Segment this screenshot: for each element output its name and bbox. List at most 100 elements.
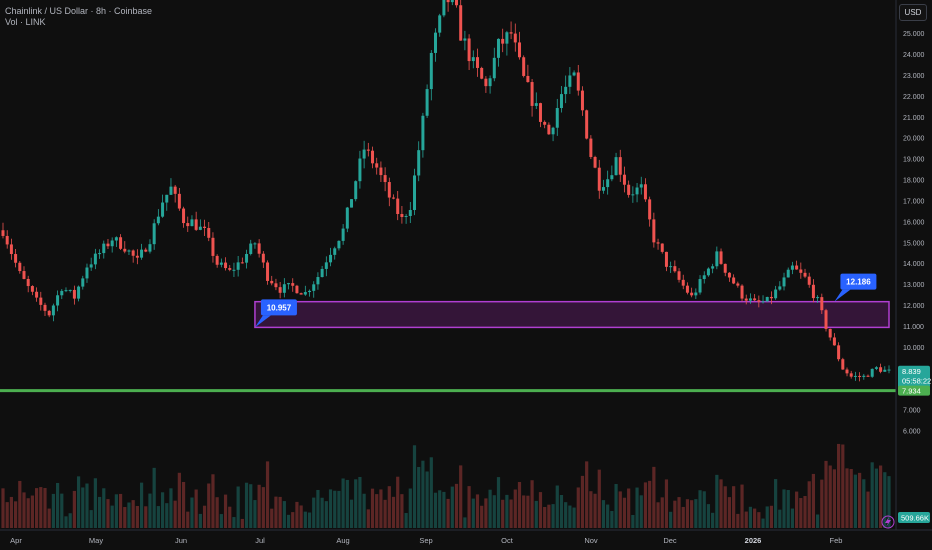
candle-body: [837, 345, 841, 360]
volume-bar: [375, 494, 379, 528]
candle-body: [1, 230, 5, 236]
callout-pointer: [254, 315, 271, 328]
volume-bar: [719, 479, 723, 528]
candle-body: [664, 251, 668, 267]
candle-body: [387, 182, 391, 198]
candle-body: [266, 262, 270, 281]
volume-bar: [534, 500, 538, 528]
candle-body: [392, 197, 396, 199]
candle-body: [72, 289, 76, 299]
candle-body: [303, 292, 307, 295]
candle-body: [425, 89, 429, 116]
candle-body: [782, 277, 786, 287]
price-axis[interactable]: 29.00028.00027.00026.00025.00024.00023.0…: [903, 0, 925, 436]
candle-body: [471, 57, 475, 62]
volume-bar: [261, 487, 265, 528]
volume-bar: [870, 462, 874, 528]
candle-body: [736, 283, 740, 286]
volume-bar: [144, 506, 148, 528]
volume-bar: [370, 488, 375, 528]
volume-bar: [723, 486, 727, 528]
candle-body: [832, 337, 836, 346]
volume-bar: [702, 491, 706, 528]
volume-bar: [576, 487, 580, 528]
candle-body: [228, 268, 232, 270]
candle-body: [182, 208, 186, 224]
candle-body: [656, 242, 660, 244]
candle-body: [706, 268, 710, 276]
candle-body: [165, 194, 169, 203]
volume-bar: [488, 489, 492, 528]
candle-body: [186, 223, 190, 227]
candle-body: [828, 328, 832, 338]
candle-body: [366, 149, 370, 151]
volume-bar: [190, 497, 194, 528]
supply-demand-zone[interactable]: [254, 300, 890, 329]
volume-bar: [211, 474, 215, 528]
candle-body: [211, 237, 215, 256]
volume-bar: [244, 482, 249, 528]
volume-bar: [681, 506, 685, 528]
volume-bar: [887, 476, 891, 528]
lightning-icon[interactable]: [881, 515, 895, 529]
volume-bar: [202, 505, 207, 528]
candle-body: [383, 175, 387, 183]
volume-bar: [639, 495, 643, 528]
price-tick-label: 6.000: [903, 429, 921, 436]
candle-body: [866, 375, 870, 377]
candle-body: [685, 285, 689, 293]
chart-legend[interactable]: Chainlink / US Dollar · 8h · Coinbase Vo…: [5, 6, 152, 28]
volume-bar: [631, 514, 635, 528]
candle-body: [614, 157, 618, 176]
volume-bar: [425, 471, 429, 528]
volume-bar: [459, 465, 463, 528]
candle-body: [379, 167, 383, 176]
volume-bar: [18, 480, 22, 528]
candle-body: [660, 243, 664, 252]
volume-bar: [845, 468, 849, 528]
candle-body: [207, 227, 211, 238]
candle-body: [475, 57, 479, 68]
candle-body: [320, 268, 324, 278]
candle-body: [618, 157, 622, 175]
candle-body: [757, 300, 761, 302]
candle-body: [68, 289, 72, 291]
time-tick-label: Sep: [419, 536, 432, 545]
time-axis[interactable]: Apr May Jun Jul Aug Sep Oct Nov Dec 2026 Feb: [10, 536, 842, 545]
last-price-badge: [898, 365, 930, 388]
volume-bar: [572, 507, 576, 528]
candle-body: [610, 175, 614, 180]
candle-body: [744, 298, 748, 301]
volume-bar: [732, 486, 736, 528]
volume-bar: [555, 485, 559, 528]
candle-body: [786, 269, 790, 278]
currency-button[interactable]: USD: [899, 4, 927, 21]
volume-bar: [690, 500, 694, 528]
volume-bar: [790, 508, 795, 528]
volume-bar: [286, 514, 291, 528]
callout-pointer: [834, 289, 851, 302]
volume-bar: [786, 490, 790, 528]
candle-body: [643, 184, 647, 200]
symbol-title[interactable]: Chainlink / US Dollar · 8h · Coinbase: [5, 6, 153, 16]
candle-body: [224, 262, 228, 269]
volume-bar: [9, 496, 13, 528]
candle-body: [35, 291, 39, 298]
candle-body: [329, 254, 333, 263]
candle-body: [446, 0, 450, 3]
volume-badge: [898, 512, 930, 523]
volume-bar: [543, 507, 547, 528]
candle-body: [727, 272, 731, 278]
price-tick-label: 10.000: [903, 345, 925, 352]
volume-bar: [610, 511, 614, 528]
candle-body: [337, 240, 341, 249]
candle-body: [375, 163, 379, 168]
candle-body: [673, 266, 677, 272]
volume-bar: [270, 508, 274, 528]
support-price-label: 7.934: [902, 387, 921, 396]
candle-body: [282, 284, 286, 293]
candle-body: [870, 368, 874, 377]
volume-bar: [673, 500, 677, 528]
volume-indicator-title[interactable]: Vol · LINK: [5, 17, 46, 27]
